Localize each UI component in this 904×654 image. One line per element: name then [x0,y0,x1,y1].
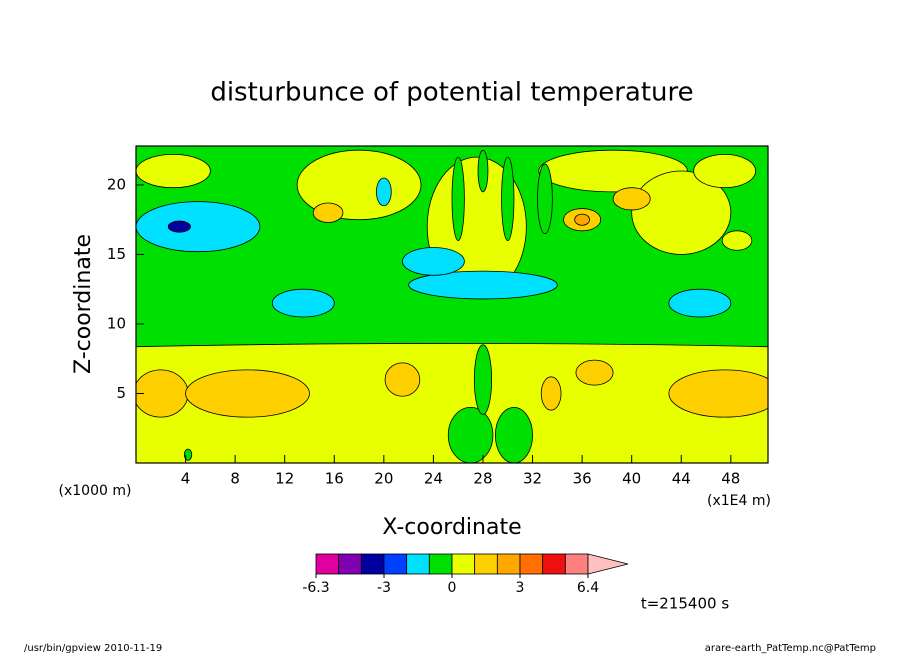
x-unit: (x1E4 m) [707,493,771,509]
contour-region [477,149,489,193]
contour-region [296,149,422,221]
contour-region [612,187,651,211]
contour-region [136,153,211,189]
contour-region [668,369,768,418]
contour-region [183,448,193,461]
time-label: t=215400 s [641,595,729,613]
contour-region [693,153,757,189]
y-tick-label: 15 [107,245,126,263]
x-tick-label: 24 [424,470,443,488]
colorbar: -6.3 -3 0 3 6.4 [302,553,629,596]
x-tick-label: 16 [325,470,344,488]
contour-region [494,406,533,463]
colorbar-box [428,553,453,575]
colorbar-tick-label: -3 [377,580,391,596]
contour-region [447,406,494,463]
colorbar-box [360,553,385,575]
chart-title: disturbunce of potential temperature [210,78,693,108]
contour-region [575,359,614,386]
x-tick-label: 32 [523,470,542,488]
colorbar-extension [587,553,629,575]
x-tick-label: 28 [473,470,492,488]
plot-frame [135,145,769,464]
x-tick-label: 4 [181,470,191,488]
contour-region [136,201,261,253]
x-tick-label: 36 [573,470,592,488]
x-tick-label: 48 [721,470,740,488]
colorbar-box [338,553,362,575]
x-tick-label: 12 [275,470,294,488]
y-tick-label: 20 [107,175,126,193]
colorbar-box [496,553,521,575]
contour-region [574,213,590,226]
contour-region [540,376,562,411]
x-tick-label: 20 [374,470,393,488]
colorbar-tick-label: 0 [448,580,457,596]
x-tick-label: 44 [672,470,691,488]
colorbar-tick-label: 3 [516,580,525,596]
colorbar-box [564,553,589,575]
y-axis-label: Z-coordinate [71,234,96,374]
contour-region [721,230,753,251]
footer-right: arare-earth_PatTemp.nc@PatTemp [705,643,876,654]
y-tick-label: 10 [107,314,126,332]
colorbar-box [383,553,408,575]
colorbar-box [542,553,566,575]
colorbar-box [474,553,498,575]
x-tick-label: 8 [230,470,240,488]
colorbar-tick-label: 6.4 [577,580,599,596]
contour-region [271,288,335,318]
contour-region [167,220,191,233]
contour-region [312,202,344,223]
y-unit: (x1000 m) [59,483,132,499]
y-tick-label: 5 [116,384,126,402]
contour-region [537,163,553,234]
footer-left: /usr/bin/gpview 2010-11-19 [24,643,162,654]
contour-region [376,177,392,207]
contour-region [408,270,558,300]
x-tick-label: 40 [622,470,641,488]
colorbar-box [519,553,544,575]
contour-region [185,369,310,418]
contour-region [668,288,732,318]
contour-region [631,170,732,255]
colorbar-tick-label: -6.3 [302,580,329,596]
contour-region [402,247,465,276]
colorbar-box [406,553,430,575]
contour-region [473,344,493,415]
contour-region [384,362,421,397]
colorbar-box [451,553,476,575]
contour-region [451,156,465,241]
contour-field [136,146,768,463]
colorbar-box [315,553,340,575]
contour-region [501,156,515,241]
x-axis-label: X-coordinate [382,515,521,540]
